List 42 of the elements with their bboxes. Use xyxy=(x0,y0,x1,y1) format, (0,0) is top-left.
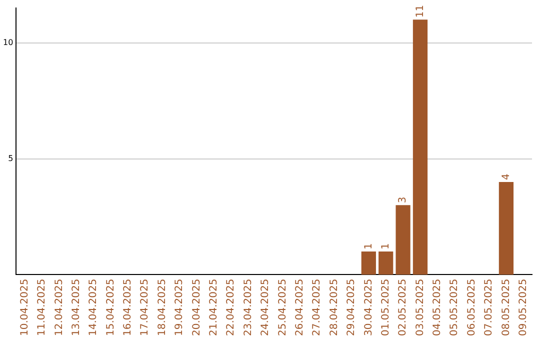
x-tick-label: 11.04.2025 xyxy=(36,278,48,336)
x-tick-label: 21.04.2025 xyxy=(208,278,220,336)
x-tick-label: 10.04.2025 xyxy=(19,278,30,336)
x-tick-label: 07.05.2025 xyxy=(484,278,495,336)
x-tick-label: 29.04.2025 xyxy=(346,278,358,336)
x-tick-label: 14.04.2025 xyxy=(88,278,100,336)
x-tick-label: 22.04.2025 xyxy=(226,278,237,336)
x-tick-label: 01.05.2025 xyxy=(380,278,392,336)
bar xyxy=(498,182,514,275)
x-tick-label: 24.04.2025 xyxy=(260,278,272,336)
x-tick-label: 08.05.2025 xyxy=(500,278,512,336)
x-tick-label: 30.04.2025 xyxy=(363,278,374,336)
x-tick-label: 28.04.2025 xyxy=(328,278,340,336)
x-tick-label: 27.04.2025 xyxy=(312,278,323,336)
data-label: 4 xyxy=(500,174,512,180)
x-tick-label: 20.04.2025 xyxy=(191,278,202,336)
data-label: 1 xyxy=(380,243,392,250)
x-tick-label: 25.04.2025 xyxy=(277,278,288,336)
x-tick-label: 02.05.2025 xyxy=(398,278,409,336)
x-tick-label: 16.04.2025 xyxy=(122,278,134,336)
bar xyxy=(412,20,428,275)
x-tick-label: 04.05.2025 xyxy=(432,278,444,336)
y-tick-label: 10 xyxy=(2,38,14,47)
y-tick-label: 5 xyxy=(8,154,14,163)
bar xyxy=(378,252,394,275)
x-tick-label: 15.04.2025 xyxy=(105,278,116,336)
x-tick-label: 03.05.2025 xyxy=(414,278,426,336)
x-tick-label: 26.04.2025 xyxy=(294,278,306,336)
x-tick-label: 09.05.2025 xyxy=(518,278,529,336)
data-label: 11 xyxy=(414,4,426,18)
x-tick-label: 17.04.2025 xyxy=(140,278,151,336)
x-tick-label: 13.04.2025 xyxy=(70,278,82,336)
x-tick-label: 19.04.2025 xyxy=(174,278,186,336)
x-tick-label: 12.04.2025 xyxy=(54,278,65,336)
x-tick-label: 05.05.2025 xyxy=(449,278,460,336)
bar xyxy=(361,252,376,275)
x-tick-label: 18.04.2025 xyxy=(156,278,168,336)
bar xyxy=(396,205,410,275)
x-tick-label: 23.04.2025 xyxy=(242,278,254,336)
x-tick-label: 06.05.2025 xyxy=(466,278,478,336)
data-label: 1 xyxy=(363,243,374,250)
data-label: 3 xyxy=(398,196,409,204)
